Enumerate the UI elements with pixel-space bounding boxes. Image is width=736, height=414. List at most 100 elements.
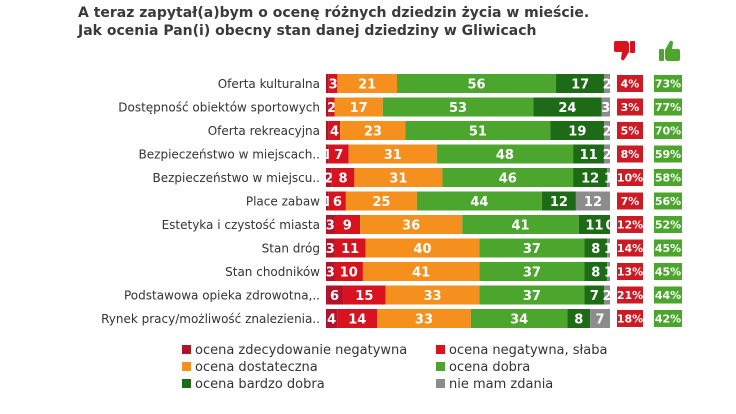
negative-total-box: [617, 310, 643, 327]
negative-total-box: [617, 239, 643, 257]
bar-segment: [354, 168, 443, 187]
bar-segment: [436, 144, 574, 164]
bar-segment: [326, 238, 335, 258]
negative-total-box: [617, 145, 643, 163]
chart-title: A teraz zapytał(a)bym o ocenę różnych dz…: [78, 5, 590, 39]
data-label: 25: [372, 195, 390, 210]
positive-total-box: [654, 216, 682, 233]
negative-total-box: [617, 75, 643, 92]
negative-total-label: 21%: [617, 289, 643, 302]
data-label: 3: [326, 219, 335, 234]
data-label: 1: [604, 172, 613, 187]
legend-swatch: [182, 362, 191, 371]
positive-total-box: [654, 310, 682, 327]
data-label: 33: [415, 313, 433, 328]
bar-segment: [377, 309, 471, 328]
negative-total-label: 10%: [617, 172, 643, 185]
bar-segment: [604, 144, 610, 164]
data-label: 36: [402, 219, 420, 234]
data-label: 1: [323, 195, 332, 210]
legend-swatch: [182, 379, 191, 388]
bar-segment: [470, 309, 568, 328]
positive-total-box: [654, 75, 682, 92]
negative-total-label: 3%: [621, 101, 640, 114]
positive-total-box: [654, 98, 682, 116]
data-label: 8: [591, 242, 600, 257]
bar-segment: [479, 262, 585, 281]
bar-segment: [556, 74, 605, 93]
negative-total-box: [617, 286, 643, 304]
data-label: 3: [326, 266, 335, 281]
negative-total-label: 4%: [621, 78, 640, 91]
positive-total-box: [654, 192, 682, 210]
data-label: 46: [499, 172, 517, 187]
data-label: 48: [496, 148, 514, 163]
bar-segment: [328, 97, 335, 117]
data-label: 15: [355, 289, 373, 304]
negative-total-label: 18%: [617, 313, 643, 326]
bar-segment: [604, 74, 610, 93]
positive-total-label: 45%: [655, 242, 681, 255]
category-label: Estetyka i czystość miasta: [162, 218, 320, 232]
bar-segment: [604, 285, 610, 305]
thumbs-up-icon: [656, 36, 682, 68]
bar-segment: [462, 215, 579, 234]
data-label: 1: [323, 148, 332, 163]
bar-segment: [334, 238, 366, 258]
thumbs-down-icon: [612, 38, 638, 68]
positive-total-box: [654, 286, 682, 304]
data-label: 12: [584, 195, 602, 210]
bar-segment: [340, 121, 406, 140]
bar-segment: [405, 121, 551, 140]
bar-segment: [337, 74, 397, 93]
data-label: 2: [327, 101, 336, 116]
bar-segment: [385, 285, 480, 305]
data-label: 44: [470, 195, 488, 210]
data-label: 1: [604, 266, 613, 281]
category-label: Place zabaw: [246, 195, 320, 209]
data-label: 4: [330, 125, 339, 140]
legend-label: ocena zdecydowanie negatywna: [195, 343, 408, 358]
negative-total-label: 5%: [621, 125, 640, 138]
data-label: 8: [339, 172, 348, 187]
bar-segment: [326, 121, 329, 140]
bar-segment: [345, 191, 417, 211]
data-label: 51: [469, 125, 487, 140]
positive-total-box: [654, 145, 682, 163]
data-label: 8: [574, 313, 583, 328]
category-label: Stan dróg: [262, 242, 320, 256]
category-label: Dostępność obiektów sportowych: [118, 101, 320, 115]
bar-segment: [328, 144, 349, 164]
bar-segment: [442, 168, 574, 187]
positive-total-label: 52%: [655, 219, 681, 232]
positive-total-label: 70%: [655, 125, 681, 138]
data-label: 2: [603, 125, 612, 140]
legend-item: ocena dostateczna: [182, 359, 318, 377]
data-label: 6: [330, 289, 339, 304]
data-label: 31: [389, 172, 407, 187]
positive-total-label: 44%: [655, 289, 681, 302]
bar-segment: [578, 215, 610, 234]
negative-total-label: 7%: [621, 195, 640, 208]
category-label: Stan chodników: [225, 265, 320, 279]
bar-segment: [533, 97, 602, 117]
category-label: Rynek pracy/możliwość znalezienia..: [101, 312, 320, 326]
data-label: 17: [350, 101, 368, 116]
data-label: 21: [358, 78, 376, 93]
legend-label: ocena bardzo dobra: [195, 377, 325, 392]
data-label: 12: [581, 172, 599, 187]
bar-segment: [334, 97, 383, 117]
legend-item: ocena zdecydowanie negatywna: [182, 342, 407, 360]
data-label: 40: [414, 242, 432, 257]
legend-swatch: [436, 345, 445, 354]
bar-segment: [590, 309, 610, 328]
bar-segment: [541, 191, 576, 211]
data-label: 53: [449, 101, 467, 116]
category-label: Oferta kulturalna: [218, 77, 320, 91]
data-label: 37: [523, 242, 541, 257]
bar-segment: [328, 74, 338, 93]
bar-segment: [334, 215, 361, 234]
negative-total-label: 8%: [621, 148, 640, 161]
data-label: 33: [423, 289, 441, 304]
negative-total-box: [617, 192, 643, 210]
